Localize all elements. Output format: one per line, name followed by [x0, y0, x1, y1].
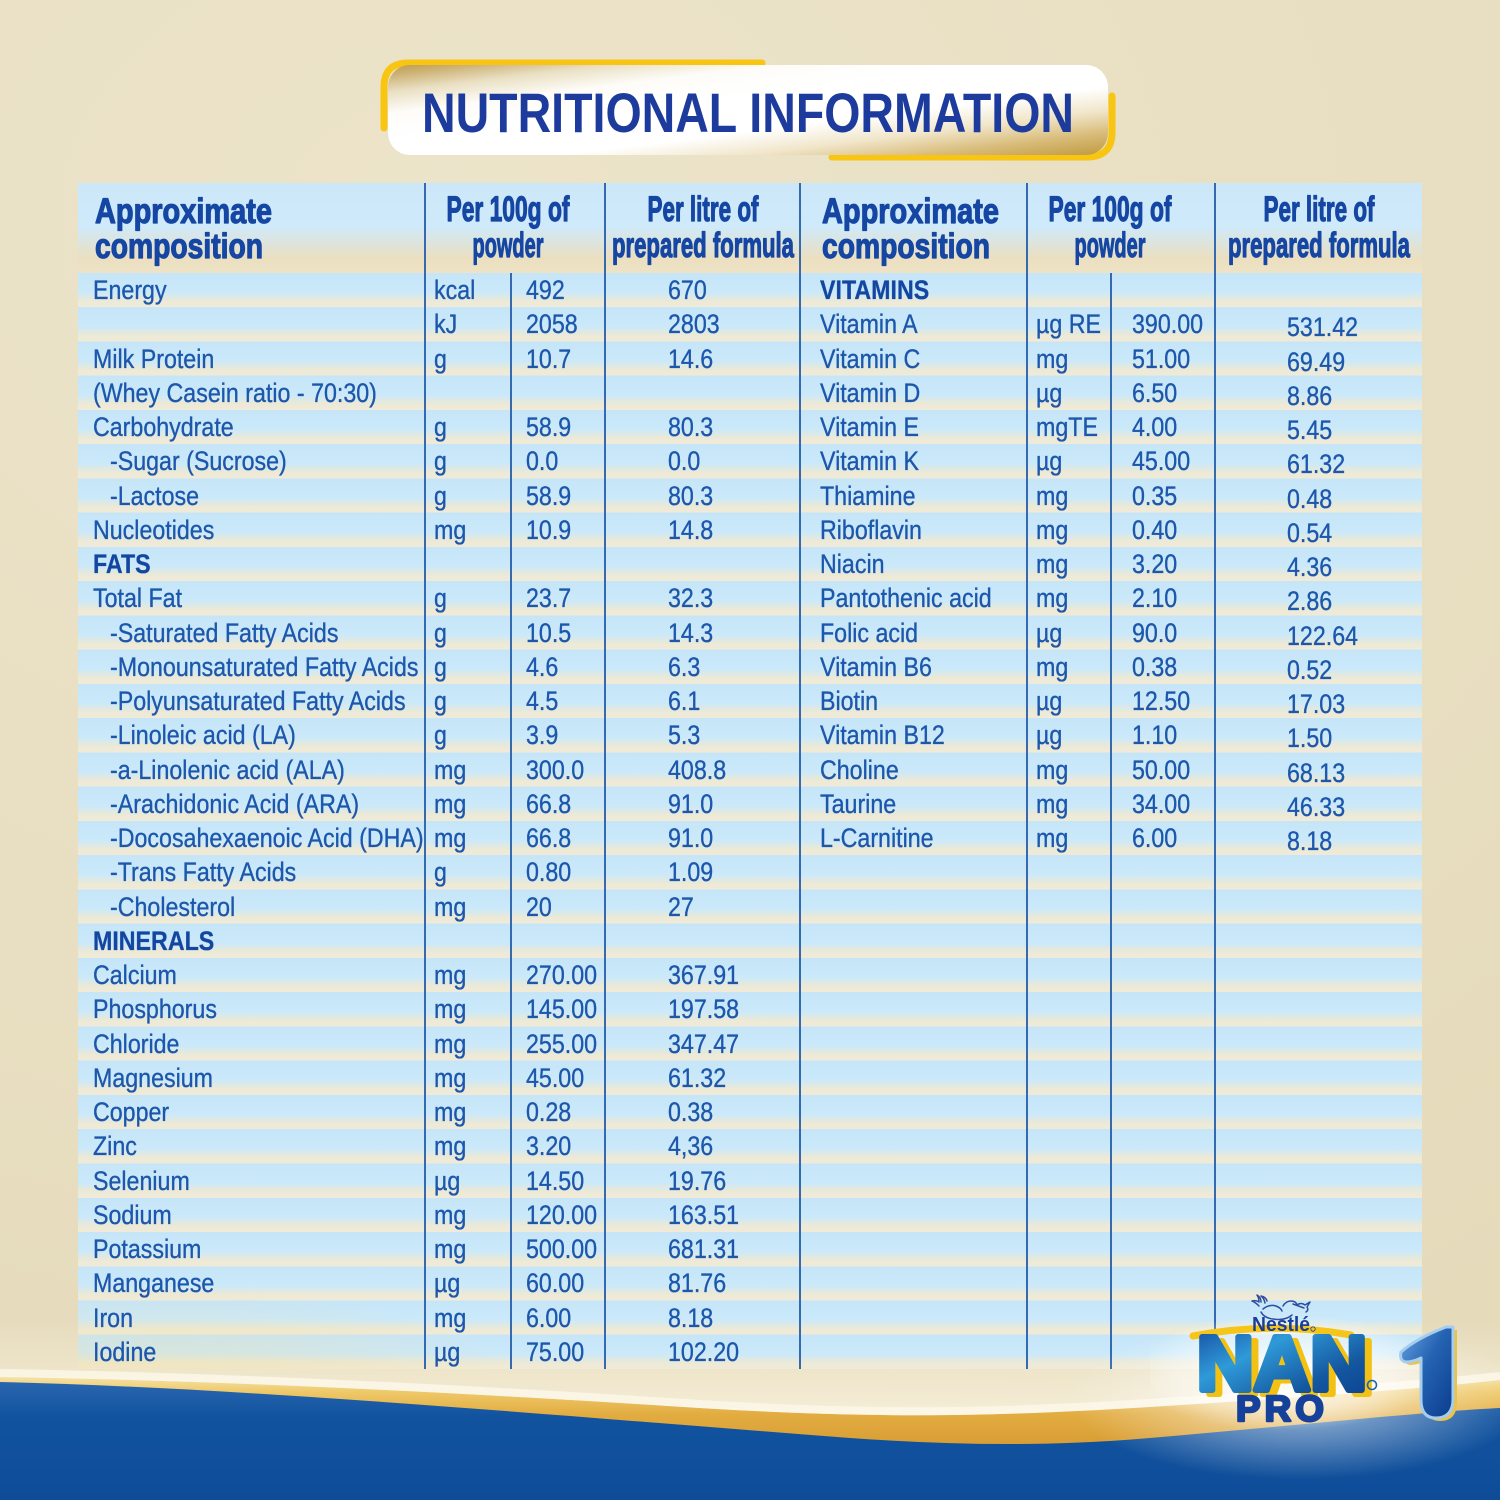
svg-text:prepared formula: prepared formula — [1228, 226, 1410, 265]
svg-text:composition: composition — [822, 227, 990, 266]
svg-text:PRO: PRO — [1236, 1388, 1328, 1429]
svg-text:Per litre of: Per litre of — [1264, 190, 1375, 229]
svg-text:NAN: NAN — [1197, 1321, 1367, 1407]
svg-text:Approximate: Approximate — [822, 192, 999, 231]
svg-text:Approximate: Approximate — [95, 192, 272, 231]
svg-text:Per litre of: Per litre of — [648, 190, 759, 229]
svg-text:Per 100g of: Per 100g of — [1049, 190, 1172, 229]
svg-text:powder: powder — [473, 226, 544, 265]
svg-text:NUTRITIONAL INFORMATION: NUTRITIONAL INFORMATION — [422, 81, 1074, 144]
svg-text:powder: powder — [1075, 226, 1146, 265]
svg-text:composition: composition — [95, 227, 263, 266]
svg-text:Per 100g of: Per 100g of — [447, 190, 570, 229]
svg-text:Nestlé: Nestlé — [1252, 1314, 1310, 1336]
svg-text:prepared formula: prepared formula — [612, 226, 794, 265]
svg-text:NAN: NAN — [1204, 1325, 1374, 1411]
